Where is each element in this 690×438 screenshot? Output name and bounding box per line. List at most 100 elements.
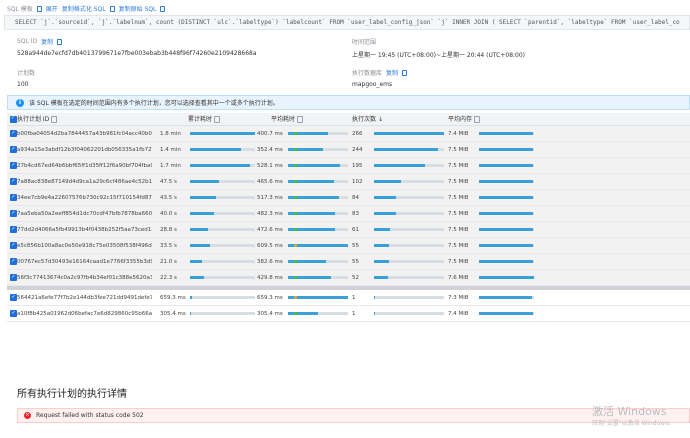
row-checkbox[interactable] [10,178,17,185]
table-row[interactable]: 00767ec57d30493e16164caad1e7766f3355b3d9… [7,254,690,270]
sort-icon[interactable] [474,116,481,123]
avg-time-marker [294,296,297,299]
plan-id-cell[interactable]: e5c856b100a8ac0e50e918c75e03508f538f496d… [17,238,152,254]
avg-mem-cell: 7.4 MiB [448,311,469,317]
header-avg-time[interactable]: 平均耗时 [271,113,304,126]
avg-time-bar [288,196,348,199]
table-row[interactable]: a934a15e3abdf12b3f04062201db056335a1fb72… [7,142,690,158]
copy-icon[interactable] [160,5,166,12]
row-checkbox[interactable] [10,146,17,153]
avg-time-bar [288,212,348,215]
total-time-fill [190,132,255,135]
plan-id-cell[interactable]: 7a88ac838e87149d4d9ca1a29c6cf486ae4c52b1… [17,174,152,190]
table-row[interactable]: 7a88ac838e87149d4d9ca1a29c6cf486ae4c52b1… [7,174,690,190]
time-range-value: 上星期一 19:45 (UTC+08:00)~上星期一 20:44 (UTC+0… [352,52,526,59]
plan-id-text: a934a15e3abdf12b3f04062201db056335a1fb72… [17,147,152,153]
exec-count-cell: 195 [352,163,363,169]
avg-time-fill [288,276,331,279]
row-checkbox[interactable] [10,130,17,137]
copy-icon[interactable] [57,38,63,45]
time-range-label: 时间范围 [352,37,376,46]
plan-id-cell[interactable]: a934a15e3abdf12b3f04062201db056335a1fb72… [17,142,152,158]
total-time-fill [190,260,203,263]
plan-id-text: 34ee7cb9e4a22607576b730c92c15f710154fd87… [17,195,152,201]
sort-icon[interactable] [297,116,304,123]
total-time-cell: 1.7 min [160,163,181,169]
copy-icon[interactable] [109,5,115,12]
copy-icon[interactable] [402,69,408,76]
row-checkbox[interactable] [10,274,17,281]
exec-count-bar [374,244,444,247]
total-time-fill [190,296,192,299]
total-time-fill [190,228,208,231]
table-row[interactable]: 564421a6efe77f7b2e144db3fee721dd9491defe… [7,290,690,306]
table-row[interactable]: 34ee7cb9e4a22607576b730c92c15f710154fd87… [7,190,690,206]
exec-count-fill [374,196,397,199]
avg-time-fill [288,296,348,299]
avg-mem-fill [479,148,534,151]
table-row[interactable]: 27b4cd67ed64b6bbf65ff1d35ff12f6a90bf704f… [7,158,690,174]
plan-id-cell[interactable]: b00fba04054d2ba7844457a43b981fc04acc40b0… [17,126,152,142]
exec-count-cell: 83 [352,211,359,217]
avg-mem-fill [479,180,534,183]
time-range-label-text: 时间范围 [352,39,377,46]
plan-id-cell[interactable]: 34ee7cb9e4a22607576b730c92c15f710154fd87… [17,190,152,206]
row-checkbox[interactable] [10,226,17,233]
avg-mem-cell: 7.4 MiB [448,131,469,137]
exec-count-cell: 52 [352,275,359,281]
table-row[interactable]: a10f8b425a01962d06befac7e6d829860c95b66a… [7,306,690,322]
avg-time-cell: 465.6 ms [257,179,283,185]
avg-mem-bar [479,196,534,199]
header-total-time[interactable]: 累计耗时 [188,113,221,126]
avg-time-cell: 352.4 ms [257,147,283,153]
plan-id-cell[interactable]: 00767ec57d30493e16164caad1e7766f3355b3d9… [17,254,152,270]
row-checkbox[interactable] [10,294,17,301]
copy-original-sql-link[interactable]: 复制原始 SQL [118,6,157,13]
table-row[interactable]: 77dd2d4066a5fb49913b4f0438b252f5aa73ced1… [7,222,690,238]
sql-id-label-text: SQL ID [17,38,38,45]
sql-template-label: SQL 模板 展开 复制格式化 SQL 复制原始 SQL [7,4,166,13]
sort-icon[interactable] [51,116,58,123]
avg-mem-cell: 7.5 MiB [448,163,469,169]
plan-id-cell[interactable]: a10f8b425a01962d06befac7e6d829860c95b66a… [17,306,152,322]
select-all-checkbox[interactable] [10,115,17,123]
plan-id-text: 56f3c77413674c0a2c97fb4b34ef01c388e5620a… [17,275,152,281]
header-plan-id[interactable]: 执行计划 ID [17,113,58,126]
plan-id-cell[interactable]: 27b4cd67ed64b6bbf65ff1d35ff12f6a90bf704f… [17,158,152,174]
expand-link[interactable]: 展开 [45,6,58,13]
exec-count-cell: 102 [352,179,363,185]
copy-sql-id-link[interactable]: 复制 [41,39,54,46]
row-checkbox[interactable] [10,310,17,317]
database-label: 执行数据库 复制 [352,68,408,77]
avg-time-marker [294,164,297,167]
plan-id-cell[interactable]: 564421a6efe77f7b2e144db3fee721dd9491defe… [17,290,152,306]
row-checkbox[interactable] [10,194,17,201]
plan-id-cell[interactable]: 7aa5eba50a2eeff854d1dc70cdf47bfb7878ba66… [17,206,152,222]
total-time-cell: 1.8 min [160,131,181,137]
row-checkbox[interactable] [10,242,17,249]
table-row[interactable]: e5c856b100a8ac0e50e918c75e03508f538f496d… [7,238,690,254]
exec-count-cell: 84 [352,195,359,201]
table-row[interactable]: b00fba04054d2ba7844457a43b981fc04acc40b0… [7,126,690,142]
header-exec-count[interactable]: 执行次数 ↓ [352,113,383,126]
row-checkbox[interactable] [10,210,17,217]
row-checkbox[interactable] [10,162,17,169]
row-checkbox[interactable] [10,258,17,265]
avg-mem-fill [479,312,533,315]
plan-id-cell[interactable]: 77dd2d4066a5fb49913b4f0438b252f5aa73ced1… [17,222,152,238]
total-time-bar [190,260,255,263]
avg-mem-fill [479,196,534,199]
copy-database-link[interactable]: 复制 [386,70,399,77]
total-time-bar [190,132,255,135]
table-row[interactable]: 56f3c77413674c0a2c97fb4b34ef01c388e5620a… [7,270,690,286]
avg-time-bar [288,276,348,279]
avg-time-marker [294,132,297,135]
copy-formatted-sql-link[interactable]: 复制格式化 SQL [61,6,106,13]
sort-desc-icon[interactable]: ↓ [378,116,384,123]
header-avg-mem[interactable]: 平均内存 [448,113,481,126]
table-divider [7,286,690,290]
plan-id-cell[interactable]: 56f3c77413674c0a2c97fb4b34ef01c388e5620a… [17,270,152,286]
table-row[interactable]: 7aa5eba50a2eeff854d1dc70cdf47bfb7878ba66… [7,206,690,222]
sort-icon[interactable] [214,116,221,123]
plan-id-text: 27b4cd67ed64b6bbf65ff1d35ff12f6a90bf704f… [17,163,152,169]
